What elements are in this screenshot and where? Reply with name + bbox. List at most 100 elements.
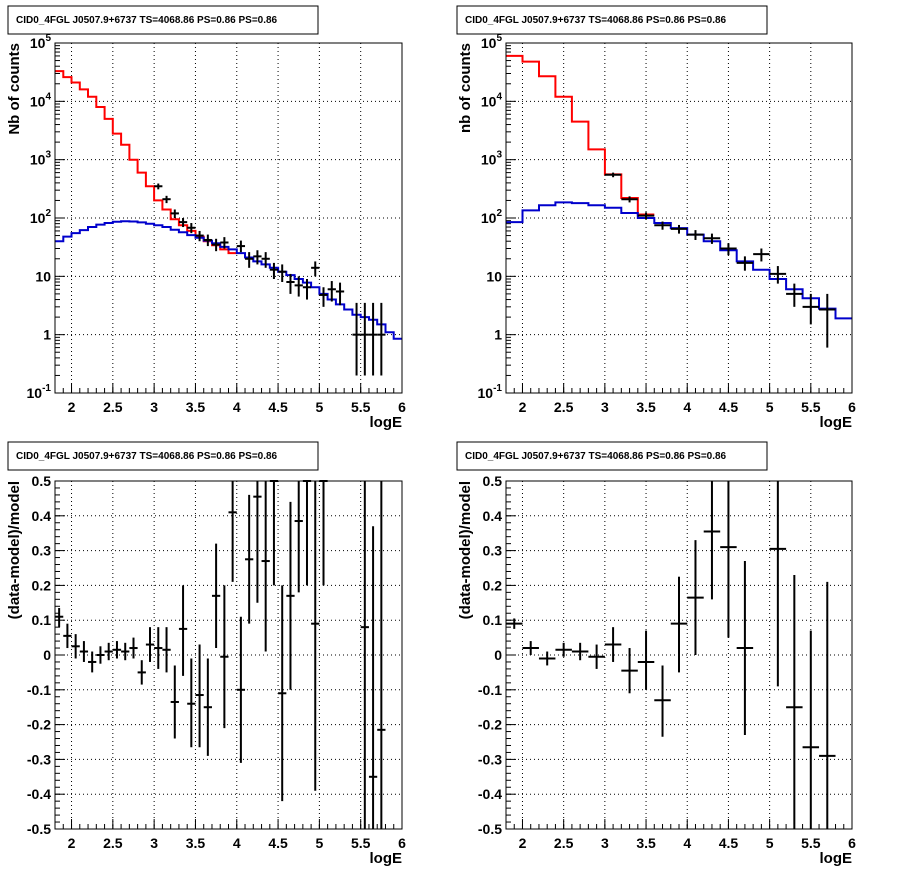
data-point: [236, 616, 246, 763]
data-point: [170, 209, 179, 218]
data-point: [286, 501, 295, 690]
data-point: [637, 630, 655, 690]
tick-label: -0.2: [478, 717, 502, 733]
tick-label: -0.3: [478, 751, 502, 767]
data-point: [802, 630, 820, 829]
data-point: [129, 637, 138, 659]
chart-panel-3: 2 2.5 3 3.5 4 4.5 5 5.5 6 -0.5 -0.4 -0.3 -0.2 -0.1 0 0.…: [6, 441, 406, 867]
grid-lines: [55, 481, 402, 829]
data-point: [71, 634, 80, 659]
tick-label: 2: [519, 399, 527, 415]
data-point: [368, 302, 378, 376]
data-point: [145, 627, 155, 662]
data-point: [203, 658, 212, 756]
data-point: [178, 585, 188, 676]
plot-frame: [54, 42, 403, 394]
data-point: [269, 480, 279, 586]
tick-label: 10: [486, 268, 502, 284]
data-point: [621, 648, 638, 694]
data-point: [170, 665, 179, 739]
tick-label: 102: [481, 208, 503, 226]
data-point: [162, 195, 171, 204]
tick-label: -0.1: [27, 682, 51, 698]
data-point: [261, 252, 270, 268]
tick-label: 4.5: [268, 399, 288, 415]
data-point: [203, 234, 212, 247]
tick-label: 0: [494, 647, 502, 663]
tick-label: 4.5: [268, 835, 288, 851]
tick-label: 104: [30, 91, 52, 109]
data-point: [319, 287, 328, 307]
data-point: [211, 543, 221, 649]
data-point: [79, 641, 89, 662]
data-point: [302, 480, 312, 586]
tick-label: 6: [848, 835, 856, 851]
tick-label: 2: [519, 835, 527, 851]
data-point: [96, 646, 105, 664]
data-point: [736, 561, 754, 736]
tick-label: 0.4: [483, 508, 503, 524]
grid-lines: [506, 43, 852, 393]
tick-label: 10-1: [478, 383, 503, 401]
data-point: [195, 644, 204, 748]
tick-label: 102: [30, 208, 52, 226]
tick-label: 10: [35, 268, 51, 284]
data-point: [802, 293, 820, 325]
data-point: [637, 212, 655, 220]
x-axis-label: logE: [820, 850, 853, 867]
data-point: [178, 218, 188, 228]
tick-label: 5.5: [351, 835, 371, 851]
tick-label: 105: [30, 33, 52, 51]
model-histogram-2: [55, 220, 402, 340]
data-point: [187, 223, 196, 234]
title-box: [7, 441, 319, 471]
data-point: [654, 221, 671, 230]
tick-label: -0.4: [27, 786, 51, 802]
tick-label: 4: [233, 835, 241, 851]
axis-ticks: [505, 480, 853, 830]
y-axis-label: nb of counts: [457, 43, 474, 133]
grid-lines: [55, 43, 402, 393]
data-point: [245, 494, 254, 624]
tick-label: 103: [481, 150, 503, 168]
data-point: [753, 248, 770, 262]
title-box: [456, 441, 768, 471]
data-point: [335, 282, 345, 306]
data-point: [220, 237, 229, 249]
tick-label: 0: [43, 647, 51, 663]
data-point: [703, 233, 721, 244]
tick-label: 4.5: [719, 399, 739, 415]
tick-label: 2.5: [554, 399, 574, 415]
tick-label: 3: [150, 399, 158, 415]
x-axis-label: logE: [820, 414, 853, 431]
data-point: [687, 540, 704, 655]
tick-label: -0.2: [27, 717, 51, 733]
data-point: [769, 481, 787, 687]
data-point: [360, 302, 369, 376]
data-point: [720, 481, 737, 638]
tick-label: -0.3: [27, 751, 51, 767]
data-point: [63, 623, 72, 649]
tick-label: 1: [43, 327, 51, 343]
tick-label: 6: [848, 399, 856, 415]
tick-label: 0.1: [483, 612, 503, 628]
tick-label: 3.5: [186, 835, 206, 851]
tick-label: 0.2: [32, 577, 52, 593]
data-point: [162, 627, 171, 673]
tick-label: 4: [683, 835, 691, 851]
tick-label: 3: [150, 835, 158, 851]
data-point: [687, 230, 704, 240]
chart-panel-4: 2 2.5 3 3.5 4 4.5 5 5.5 6 -0.5 -0.4 -0.3 -0.2 -0.1 0 0.…: [456, 441, 856, 867]
chart-title: CID0_4FGL J0507.9+6737 TS=4068.86 PS=0.8…: [16, 15, 278, 26]
data-point: [769, 266, 787, 284]
data-point: [555, 642, 572, 657]
tick-label: 0.1: [32, 612, 52, 628]
data-point: [377, 481, 386, 829]
tick-label: 6: [398, 399, 406, 415]
data-point: [154, 627, 163, 669]
data-point: [245, 252, 254, 268]
data-point: [278, 585, 287, 802]
tick-label: 2: [68, 835, 76, 851]
tick-label: 5: [766, 399, 774, 415]
